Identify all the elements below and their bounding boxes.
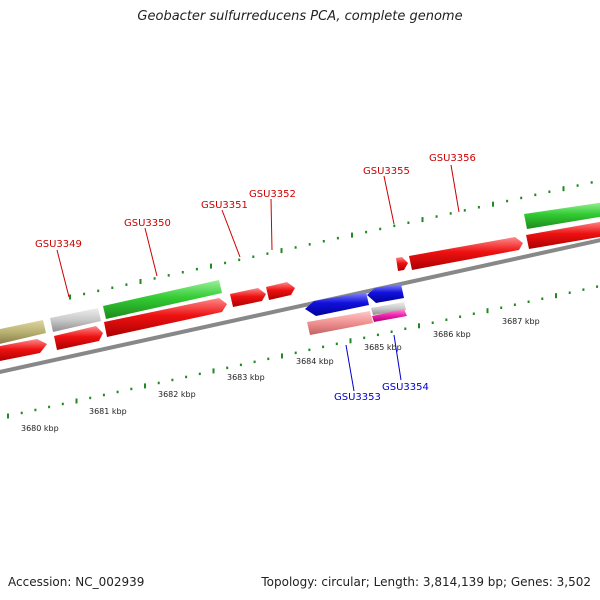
kbp-label: 3685 kbp — [364, 343, 402, 352]
gene-label[interactable]: GSU3356 — [429, 153, 476, 164]
callout-lines — [56, 164, 460, 392]
callout-line-gsu3352 — [270, 198, 273, 251]
kbp-label: 3687 kbp — [502, 317, 540, 326]
kbp-label: 3680 kbp — [21, 424, 59, 433]
reverse-features — [305, 284, 407, 335]
cds-arrow[interactable] — [526, 221, 600, 249]
kbp-label: 3682 kbp — [158, 390, 196, 399]
outer-tick-row — [69, 181, 593, 300]
cds-arrow[interactable] — [230, 288, 266, 307]
gene-label[interactable]: GSU3349 — [35, 239, 82, 250]
accession-text: Accession: NC_002939 — [8, 575, 145, 589]
gene-block-gray[interactable] — [371, 302, 406, 315]
cds-arrow[interactable] — [0, 339, 47, 362]
gene-label[interactable]: GSU3354 — [382, 382, 429, 393]
cds-arrow[interactable] — [396, 257, 408, 271]
forward-features — [0, 202, 600, 345]
cds-arrow[interactable] — [54, 326, 103, 350]
gene-label[interactable]: GSU3355 — [363, 166, 410, 177]
cds-arrow[interactable] — [104, 298, 227, 337]
callout-line-gsu3354 — [393, 334, 402, 381]
gene-block-gray[interactable] — [50, 308, 101, 332]
kbp-label: 3681 kbp — [89, 407, 127, 416]
gene-block-magenta[interactable] — [372, 309, 407, 322]
callout-line-gsu3356 — [450, 164, 460, 213]
callout-line-gsu3349 — [56, 249, 70, 298]
cds-arrow-reverse[interactable] — [367, 284, 404, 303]
kbp-label: 3686 kbp — [433, 330, 471, 339]
gene-block-green[interactable] — [103, 280, 222, 319]
callout-line-gsu3350 — [144, 227, 158, 277]
gene-labels: GSU3349 GSU3350 GSU3351 GSU3352 GSU3355 … — [35, 153, 476, 403]
cds-arrow[interactable] — [409, 237, 523, 270]
cds-arrow-reverse[interactable] — [305, 292, 369, 316]
kbp-labels: 3680 kbp 3681 kbp 3682 kbp 3683 kbp 3684… — [21, 317, 540, 433]
kbp-label: 3684 kbp — [296, 357, 334, 366]
genome-stats-text: Topology: circular; Length: 3,814,139 bp… — [261, 575, 591, 589]
gene-label[interactable]: GSU3350 — [124, 218, 171, 229]
map-title: Geobacter sulfurreducens PCA, complete g… — [137, 9, 463, 24]
gene-block-green[interactable] — [524, 202, 600, 229]
callout-line-gsu3355 — [383, 175, 395, 225]
gene-label[interactable]: GSU3353 — [334, 392, 381, 403]
backbone — [0, 238, 600, 374]
inner-tick-row — [7, 285, 599, 419]
callout-line-gsu3353 — [345, 344, 355, 392]
gene-block-olive[interactable] — [0, 320, 46, 345]
gene-block-pink[interactable] — [307, 311, 373, 335]
forward-cds — [0, 221, 600, 362]
gene-label[interactable]: GSU3352 — [249, 189, 296, 200]
gene-label[interactable]: GSU3351 — [201, 200, 248, 211]
callout-line-gsu3351 — [221, 209, 241, 258]
cds-arrow[interactable] — [266, 282, 295, 300]
kbp-label: 3683 kbp — [227, 373, 265, 382]
